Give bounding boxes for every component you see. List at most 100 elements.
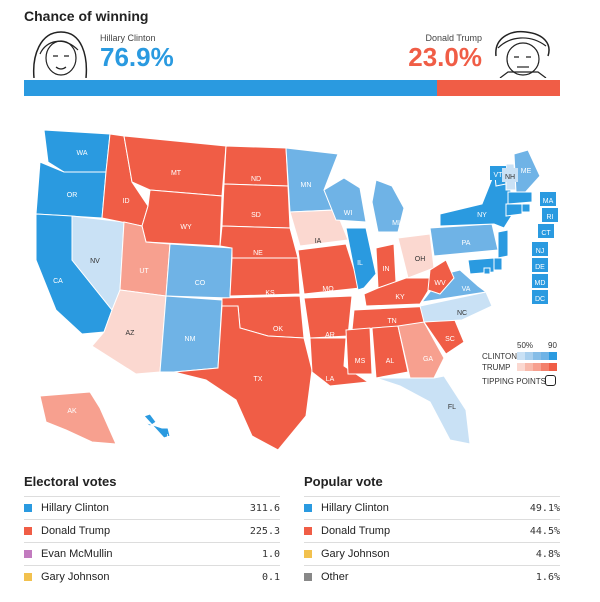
state-nm[interactable] — [159, 295, 223, 373]
popular-value: 4.8% — [535, 548, 560, 560]
state-label-ny: NY — [477, 212, 487, 219]
state-label-nc: NC — [457, 310, 467, 317]
state-label-ct: CT — [541, 230, 551, 237]
state-label-va: VA — [462, 286, 471, 293]
chart-title: Chance of winning — [24, 8, 149, 24]
state-mi[interactable] — [371, 179, 405, 233]
popular-value: 44.5% — [529, 525, 560, 537]
state-label-wi: WI — [344, 210, 353, 217]
state-label-sd: SD — [251, 212, 261, 219]
state-ks[interactable] — [229, 257, 301, 297]
state-label-ut: UT — [139, 268, 149, 275]
state-label-al: AL — [386, 358, 395, 365]
state-label-la: LA — [326, 376, 335, 383]
state-label-ms: MS — [355, 358, 366, 365]
chance-bar — [24, 80, 560, 96]
state-box-nj[interactable] — [532, 242, 548, 256]
state-label-oh: OH — [415, 256, 426, 263]
state-ri[interactable] — [521, 203, 531, 213]
state-ga[interactable] — [397, 321, 445, 379]
state-al[interactable] — [371, 325, 409, 379]
state-label-az: AZ — [126, 330, 136, 337]
state-wy[interactable] — [141, 189, 223, 247]
legend-clinton-scale — [517, 352, 557, 360]
state-ct[interactable] — [505, 203, 523, 217]
state-box-de[interactable] — [532, 258, 548, 272]
legend-trump-scale — [517, 363, 557, 371]
clinton-chance: Hillary Clinton 76.9% — [100, 33, 174, 70]
state-box-md[interactable] — [532, 274, 548, 288]
state-label-dc: DC — [535, 296, 545, 303]
popular-candidate-name: Other — [321, 571, 349, 583]
legend-tipping-points: TIPPING POINTS — [482, 377, 547, 386]
state-label-ky: KY — [395, 294, 405, 301]
state-label-in: IN — [383, 266, 390, 273]
legend-swatch — [549, 363, 557, 371]
state-box-nh[interactable] — [502, 168, 518, 182]
state-sd[interactable] — [221, 183, 291, 229]
trump-chance: Donald Trump 23.0% — [408, 33, 482, 70]
state-nc[interactable] — [419, 291, 493, 323]
state-hi[interactable] — [143, 413, 171, 439]
state-label-ak: AK — [67, 408, 77, 415]
state-label-ne: NE — [253, 250, 263, 257]
state-box-ct[interactable] — [538, 224, 554, 238]
popular-vote-title: Popular vote — [304, 474, 383, 489]
trump-pct: 23.0% — [408, 42, 482, 72]
electoral-value: 0.1 — [261, 571, 280, 583]
tipping-point-marker-icon — [545, 375, 556, 386]
clinton-pct: 76.9% — [100, 42, 174, 72]
popular-row: Other 1.6% — [304, 565, 560, 588]
chance-bar-trump — [436, 80, 560, 96]
legend-swatch — [533, 363, 541, 371]
electoral-value: 311.6 — [249, 502, 280, 514]
electoral-row: Donald Trump 225.3 — [24, 519, 280, 542]
legend-swatch — [525, 352, 533, 360]
state-label-me: ME — [521, 168, 532, 175]
state-label-ks: KS — [265, 290, 275, 297]
state-label-nj: NJ — [536, 248, 545, 255]
state-wv[interactable] — [427, 259, 455, 295]
popular-candidate-name: Gary Johnson — [321, 548, 390, 560]
state-ma[interactable] — [507, 191, 533, 205]
state-nj[interactable] — [497, 229, 509, 259]
us-forecast-map: WA OR CA NV ID MT WY UT AZ CO NM ND SD NE KS OK TX MN IA MO… — [35, 129, 558, 451]
state-de[interactable] — [493, 257, 503, 271]
legend-swatch — [24, 527, 32, 535]
state-label-ar: AR — [325, 332, 335, 339]
clinton-portrait-icon — [32, 31, 88, 78]
state-label-ia: IA — [315, 238, 322, 245]
clinton-name: Hillary Clinton — [100, 33, 156, 43]
state-label-il: IL — [357, 260, 363, 267]
state-wi[interactable] — [323, 177, 367, 223]
state-me[interactable] — [513, 149, 541, 197]
trump-portrait-icon — [495, 30, 550, 78]
state-ak[interactable] — [39, 391, 117, 445]
electoral-votes-title: Electoral votes — [24, 474, 117, 489]
state-label-or: OR — [67, 192, 78, 199]
state-dc[interactable] — [483, 267, 491, 275]
electoral-row: Gary Johnson 0.1 — [24, 565, 280, 588]
state-box-ma[interactable] — [540, 192, 556, 206]
state-label-tn: TN — [387, 318, 396, 325]
state-co[interactable] — [165, 243, 233, 299]
state-ms[interactable] — [345, 327, 373, 375]
state-label-co: CO — [195, 280, 206, 287]
electoral-candidate-name: Gary Johnson — [41, 571, 110, 583]
electoral-row: Hillary Clinton 311.6 — [24, 496, 280, 519]
state-label-de: DE — [535, 264, 545, 271]
legend-swatch — [541, 363, 549, 371]
popular-value: 49.1% — [529, 502, 560, 514]
state-label-ri: RI — [547, 214, 554, 221]
state-box-dc[interactable] — [532, 290, 548, 304]
state-label-tx: TX — [254, 376, 263, 383]
electoral-value: 1.0 — [261, 548, 280, 560]
state-box-ri[interactable] — [542, 208, 558, 222]
state-il[interactable] — [345, 227, 377, 291]
chance-bar-clinton — [24, 80, 437, 96]
state-mt[interactable] — [123, 135, 227, 197]
state-tx[interactable] — [173, 305, 313, 451]
legend-swatch — [304, 550, 312, 558]
state-label-nh: NH — [505, 174, 515, 181]
state-fl[interactable] — [375, 375, 471, 445]
